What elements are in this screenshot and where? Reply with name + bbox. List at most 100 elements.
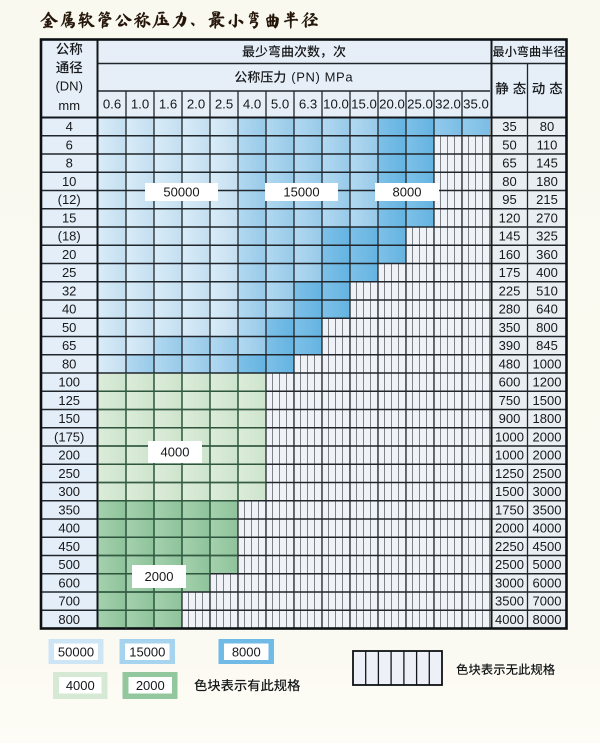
svg-text:2000: 2000 xyxy=(136,678,165,693)
svg-text:145: 145 xyxy=(499,229,521,244)
svg-text:10.0: 10.0 xyxy=(323,97,349,112)
svg-text:2500: 2500 xyxy=(533,466,562,481)
svg-text:800: 800 xyxy=(536,320,558,335)
svg-text:2250: 2250 xyxy=(495,539,524,554)
svg-text:510: 510 xyxy=(536,284,558,299)
svg-text:95: 95 xyxy=(502,192,516,207)
svg-text:4000: 4000 xyxy=(161,445,190,460)
svg-text:280: 280 xyxy=(499,302,521,317)
svg-text:mm: mm xyxy=(58,98,80,113)
svg-text:270: 270 xyxy=(536,211,558,226)
svg-text:15000: 15000 xyxy=(129,644,165,659)
svg-text:400: 400 xyxy=(536,265,558,280)
svg-text:6.3: 6.3 xyxy=(299,97,317,112)
svg-text:2.0: 2.0 xyxy=(187,97,205,112)
svg-text:1.0: 1.0 xyxy=(131,97,149,112)
svg-text:4.0: 4.0 xyxy=(243,97,261,112)
svg-text:145: 145 xyxy=(536,156,558,171)
svg-text:360: 360 xyxy=(536,247,558,262)
svg-text:500: 500 xyxy=(58,557,80,572)
svg-text:1.6: 1.6 xyxy=(159,97,177,112)
svg-text:4000: 4000 xyxy=(533,521,562,536)
svg-text:(DN): (DN) xyxy=(55,79,82,94)
svg-text:1200: 1200 xyxy=(533,375,562,390)
svg-text:3500: 3500 xyxy=(533,503,562,518)
svg-text:5.0: 5.0 xyxy=(271,97,289,112)
svg-text:1000: 1000 xyxy=(495,430,524,445)
svg-text:150: 150 xyxy=(58,411,80,426)
svg-text:8000: 8000 xyxy=(533,612,562,627)
svg-text:1000: 1000 xyxy=(533,357,562,372)
svg-text:350: 350 xyxy=(499,320,521,335)
svg-text:4500: 4500 xyxy=(533,539,562,554)
svg-text:160: 160 xyxy=(499,247,521,262)
svg-text:200: 200 xyxy=(58,448,80,463)
svg-text:120: 120 xyxy=(499,211,521,226)
svg-text:1250: 1250 xyxy=(495,466,524,481)
svg-text:110: 110 xyxy=(537,138,558,153)
svg-text:32: 32 xyxy=(62,284,76,299)
svg-text:3000: 3000 xyxy=(495,576,524,591)
svg-text:8: 8 xyxy=(66,156,73,171)
svg-text:2000: 2000 xyxy=(145,569,174,584)
svg-text:350: 350 xyxy=(58,503,80,518)
svg-text:15.0: 15.0 xyxy=(351,97,377,112)
svg-text:1500: 1500 xyxy=(533,393,562,408)
svg-text:3000: 3000 xyxy=(533,484,562,499)
svg-text:1500: 1500 xyxy=(495,484,524,499)
svg-text:25.0: 25.0 xyxy=(407,97,433,112)
svg-text:15: 15 xyxy=(62,211,76,226)
svg-text:15000: 15000 xyxy=(283,185,319,200)
svg-text:2000: 2000 xyxy=(533,448,562,463)
svg-text:50000: 50000 xyxy=(163,185,199,200)
svg-text:65: 65 xyxy=(62,338,76,353)
svg-text:900: 900 xyxy=(499,411,521,426)
svg-text:640: 640 xyxy=(536,302,558,317)
svg-text:5000: 5000 xyxy=(533,557,562,572)
svg-text:(PN) MPa: (PN) MPa xyxy=(291,70,353,85)
svg-text:50: 50 xyxy=(62,320,76,335)
svg-text:50000: 50000 xyxy=(58,644,94,659)
svg-text:6: 6 xyxy=(66,138,73,153)
svg-text:1000: 1000 xyxy=(495,448,524,463)
svg-text:300: 300 xyxy=(58,484,80,499)
svg-text:175: 175 xyxy=(499,265,521,280)
svg-text:80: 80 xyxy=(62,357,76,372)
svg-text:2.5: 2.5 xyxy=(215,97,233,112)
svg-text:700: 700 xyxy=(58,594,80,609)
svg-text:80: 80 xyxy=(540,119,554,134)
svg-text:35: 35 xyxy=(502,119,516,134)
svg-text:450: 450 xyxy=(58,539,80,554)
svg-text:(18): (18) xyxy=(58,229,81,244)
svg-text:20.0: 20.0 xyxy=(379,97,405,112)
svg-text:800: 800 xyxy=(58,612,80,627)
svg-text:250: 250 xyxy=(58,466,80,481)
svg-text:2000: 2000 xyxy=(495,521,524,536)
svg-text:3500: 3500 xyxy=(495,594,524,609)
svg-text:325: 325 xyxy=(536,229,558,244)
svg-text:1800: 1800 xyxy=(533,411,562,426)
svg-text:32.0: 32.0 xyxy=(435,97,461,112)
svg-text:10: 10 xyxy=(62,174,76,189)
svg-text:750: 750 xyxy=(499,393,521,408)
svg-text:0.6: 0.6 xyxy=(103,97,121,112)
svg-text:(175): (175) xyxy=(54,430,84,445)
svg-text:4000: 4000 xyxy=(495,612,524,627)
svg-text:50: 50 xyxy=(502,138,516,153)
svg-text:35.0: 35.0 xyxy=(463,97,489,112)
svg-text:180: 180 xyxy=(536,174,558,189)
svg-text:600: 600 xyxy=(58,576,80,591)
svg-text:390: 390 xyxy=(499,338,521,353)
svg-text:480: 480 xyxy=(499,357,521,372)
svg-text:125: 125 xyxy=(58,393,80,408)
svg-text:400: 400 xyxy=(58,521,80,536)
svg-text:80: 80 xyxy=(502,174,516,189)
svg-text:4: 4 xyxy=(66,119,73,134)
svg-text:20: 20 xyxy=(62,247,76,262)
svg-text:1750: 1750 xyxy=(495,503,524,518)
svg-text:25: 25 xyxy=(62,265,76,280)
svg-text:2500: 2500 xyxy=(495,557,524,572)
svg-text:6000: 6000 xyxy=(533,576,562,591)
svg-text:(12): (12) xyxy=(58,192,81,207)
svg-text:65: 65 xyxy=(502,156,516,171)
